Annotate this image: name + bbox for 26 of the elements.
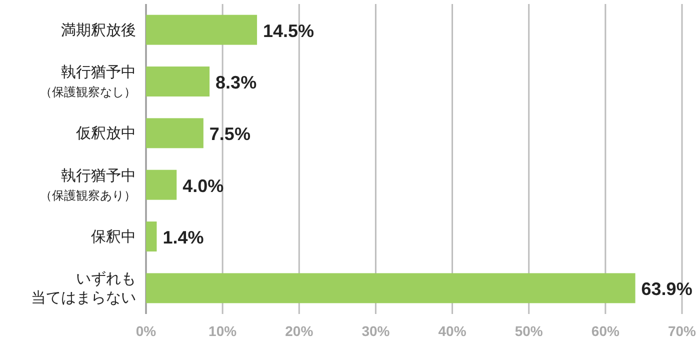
data-label: 1.4%	[162, 228, 204, 248]
y-tick-label: いずれも当てはまらない	[31, 270, 136, 307]
x-tick-label: 20%	[285, 323, 314, 339]
data-label: 7.5%	[209, 124, 250, 144]
y-tick-label: 仮釈放中	[75, 125, 136, 142]
bar	[146, 66, 210, 96]
y-tick-label: 満期釈放後	[61, 22, 136, 39]
y-tick-label: 保釈中	[91, 228, 136, 246]
data-label: 4.0%	[182, 176, 224, 196]
data-label: 63.9%	[641, 279, 692, 300]
data-label: 8.3%	[216, 72, 257, 92]
x-tick-label: 10%	[208, 323, 238, 339]
bar	[146, 222, 157, 252]
x-tick-label: 0%	[136, 323, 157, 339]
x-tick-label: 50%	[514, 323, 544, 339]
x-tick-label: 30%	[362, 323, 390, 339]
bar	[146, 170, 177, 200]
x-tick-label: 60%	[591, 323, 620, 339]
y-tick-label: 執行猶予中（保護観察なし）	[40, 64, 136, 99]
bar	[146, 14, 258, 45]
bar	[146, 118, 204, 148]
data-label: 14.5%	[263, 20, 314, 41]
x-tick-label: 70%	[668, 323, 697, 339]
x-tick-label: 40%	[438, 323, 467, 339]
y-tick-label: 執行猶予中（保護観察あり）	[40, 167, 136, 202]
bar	[146, 273, 636, 304]
